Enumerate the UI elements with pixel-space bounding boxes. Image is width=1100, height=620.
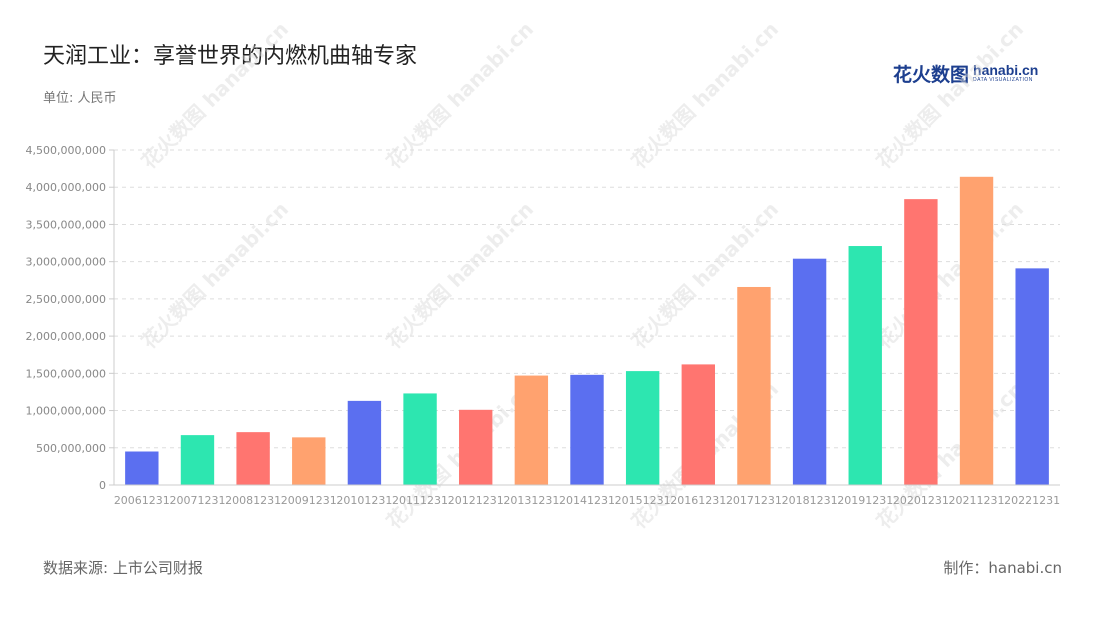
x-tick-label: 20121231 [448,494,504,507]
bar-20061231[interactable] [125,451,159,486]
y-axis: 0 500,000,000 1,000,000,000 1,500,000,000 2,… [26,144,115,492]
y-tick-label: 1,500,000,000 [26,367,106,380]
y-tick-label: 1,000,000,000 [26,405,106,418]
logo-en-text: hanabi.cn [973,62,1039,78]
bar-20171231[interactable] [737,286,771,485]
y-tick-label: 500,000,000 [36,442,106,455]
bar-20201231[interactable] [904,199,938,485]
x-tick-label: 20221231 [1004,494,1060,507]
x-tick-label: 20061231 [114,494,170,507]
bar-20141231[interactable] [570,374,604,485]
x-axis: 20061231 20071231 20081231 20091231 20101231… [114,484,1060,507]
x-tick-label: 20161231 [670,494,726,507]
watermark-text: 花火数图 hanabi.cn [137,197,293,353]
y-tick-label: 4,500,000,000 [26,144,106,157]
credit-text: 制作：hanabi.cn [943,559,1062,577]
bar-20101231[interactable] [347,400,382,485]
bar-20161231[interactable] [681,364,715,485]
unit-label: 单位: 人民币 [43,91,117,106]
x-tick-label: 20201231 [893,494,949,507]
bar-20181231[interactable] [792,258,827,485]
watermark-text: 花火数图 hanabi.cn [872,197,1028,353]
bar-20131231[interactable] [514,375,549,485]
y-tick-label: 3,500,000,000 [26,218,106,231]
brand-logo: 花火数图 hanabi.cn DATA VISUALIZATION [893,58,1038,88]
x-tick-label: 20111231 [392,494,448,507]
x-tick-label: 20191231 [837,494,893,507]
y-tick-label: 0 [99,479,106,492]
bar-20071231[interactable] [180,435,215,485]
chart-title: 天润工业：享誉世界的内燃机曲轴专家 [43,44,418,69]
y-tick-label: 4,000,000,000 [26,181,106,194]
data-source: 数据来源: 上市公司财报 [43,559,203,577]
bar-20191231[interactable] [848,246,882,485]
x-tick-label: 20171231 [726,494,782,507]
x-tick-label: 20131231 [503,494,559,507]
logo-en-block: hanabi.cn DATA VISUALIZATION [973,63,1038,83]
watermark-text: 花火数图 hanabi.cn [872,377,1028,533]
bar-20081231[interactable] [236,432,270,485]
x-tick-label: 20081231 [225,494,281,507]
x-tick-label: 20151231 [615,494,671,507]
bar-20221231[interactable] [1015,268,1049,485]
watermark-text: 花火数图 hanabi.cn [382,197,538,353]
bar-20111231[interactable] [403,393,437,485]
y-tick-label: 2,000,000,000 [26,330,106,343]
x-tick-label: 20141231 [559,494,615,507]
bar-20151231[interactable] [625,371,660,485]
x-tick-label: 20181231 [782,494,838,507]
x-tick-label: 20211231 [949,494,1005,507]
x-tick-label: 20071231 [169,494,225,507]
logo-cn-text: 花火数图 [893,63,970,86]
logo-sub-text: DATA VISUALIZATION [973,77,1033,83]
y-tick-label: 3,000,000,000 [26,256,106,269]
bar-series [125,176,1049,486]
bar-20121231[interactable] [459,409,493,485]
bar-20211231[interactable] [959,176,994,486]
bar-20091231[interactable] [292,437,326,485]
x-tick-label: 20091231 [281,494,337,507]
x-tick-label: 20101231 [336,494,392,507]
y-tick-label: 2,500,000,000 [26,293,106,306]
